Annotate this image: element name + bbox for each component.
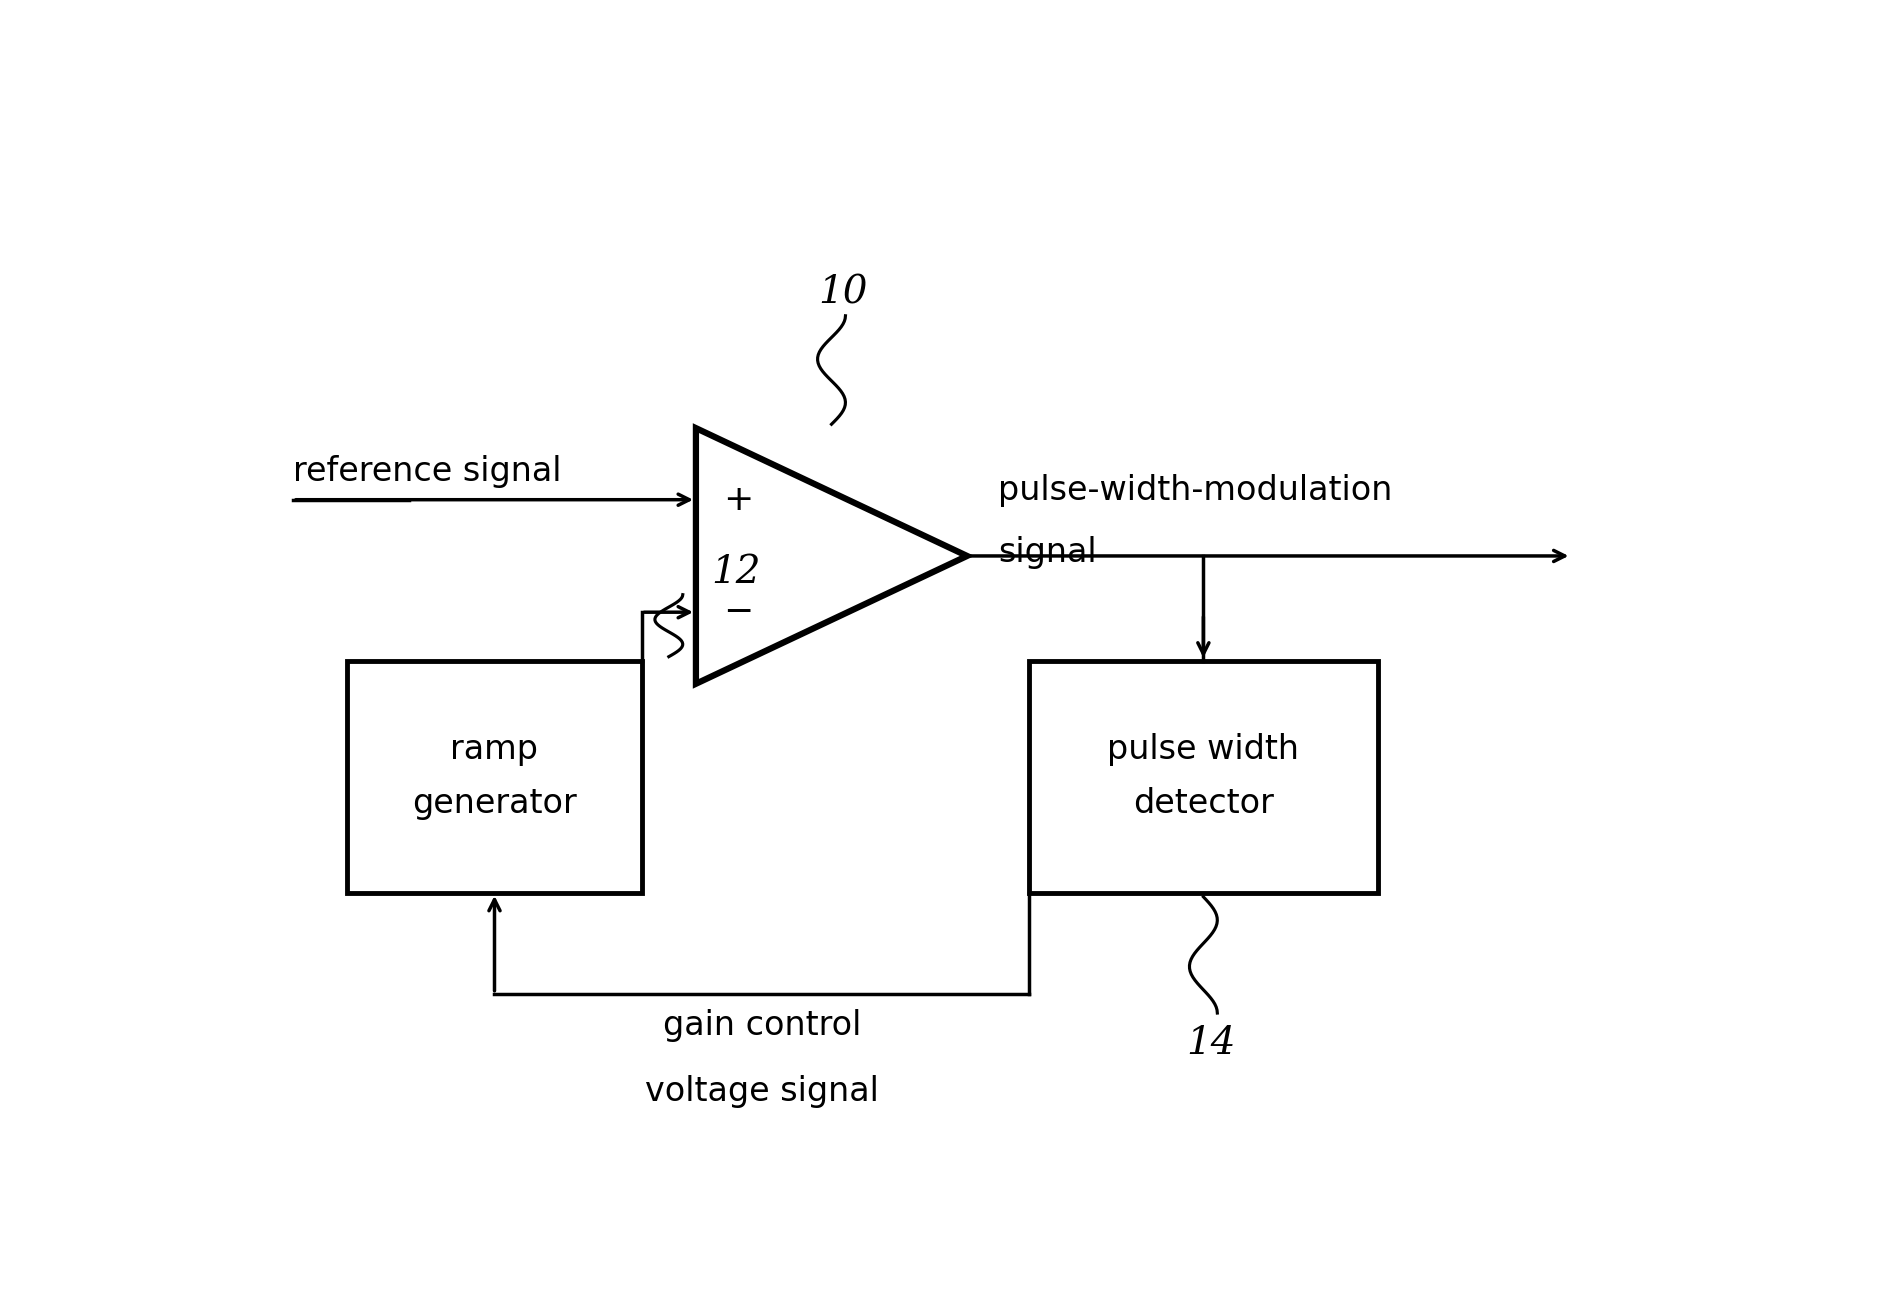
Bar <box>347 661 642 893</box>
Text: 10: 10 <box>819 275 868 311</box>
Bar <box>1028 661 1378 893</box>
Text: 14: 14 <box>1187 1024 1236 1062</box>
Text: pulse-width-modulation: pulse-width-modulation <box>998 473 1393 506</box>
Text: reference signal: reference signal <box>292 455 562 488</box>
Text: ramp
generator: ramp generator <box>411 734 577 820</box>
Text: pulse width
detector: pulse width detector <box>1108 734 1300 820</box>
Text: voltage signal: voltage signal <box>645 1075 879 1108</box>
Text: −: − <box>723 595 753 629</box>
Text: signal: signal <box>998 535 1096 569</box>
Text: gain control: gain control <box>662 1010 860 1042</box>
Text: 12: 12 <box>711 553 760 591</box>
Text: +: + <box>723 483 753 517</box>
